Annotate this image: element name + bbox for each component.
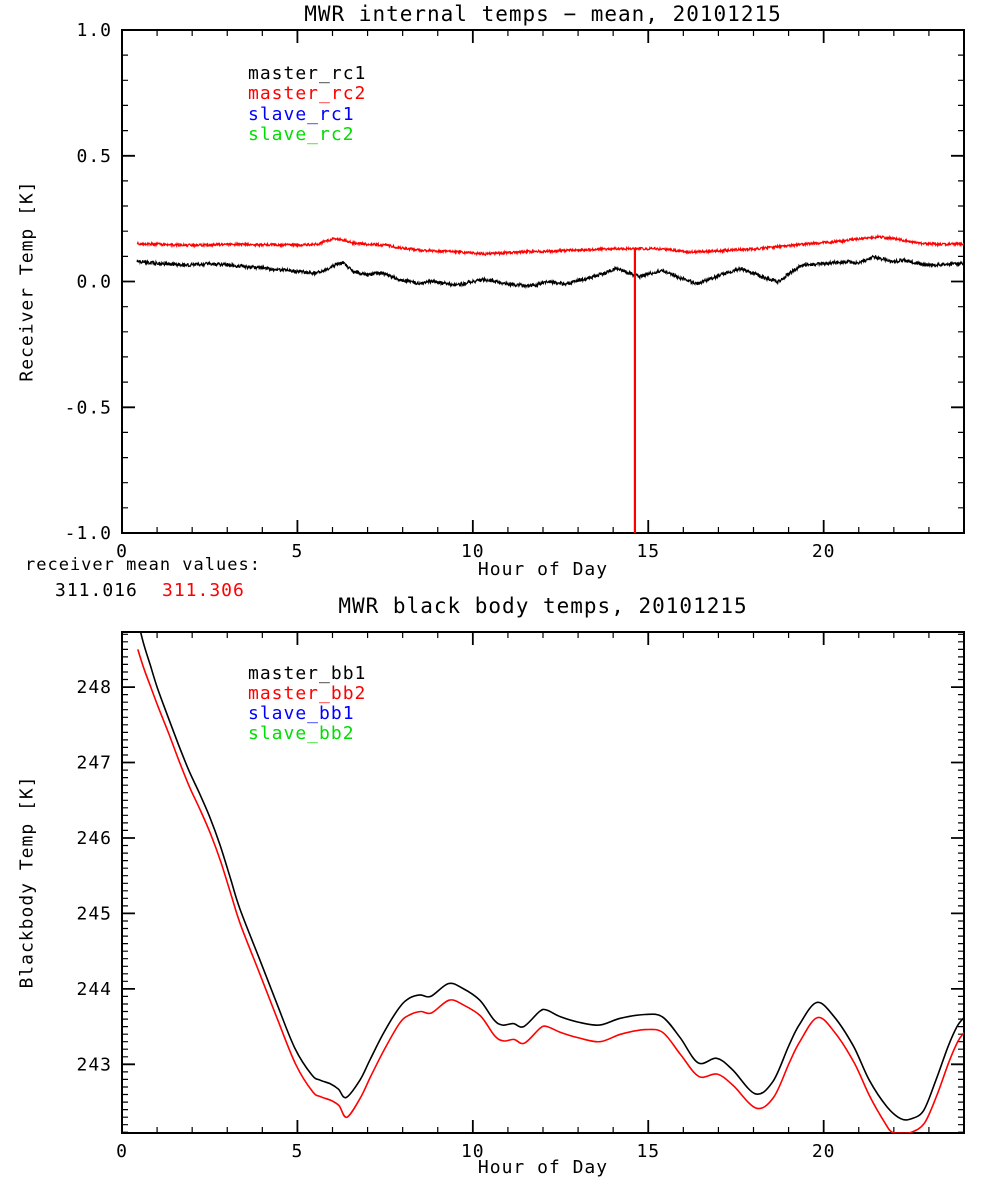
- y-tick-label: 248: [76, 677, 112, 698]
- legend-label-master-bb2: master_bb2: [248, 683, 367, 704]
- chart1-x-axis-label: Hour of Day: [477, 559, 609, 580]
- receiver-mean-value-2: 311.306: [162, 580, 245, 601]
- legend-label-master-rc1: master_rc1: [248, 63, 367, 84]
- chart1-y-axis-label: Receiver Temp [K]: [16, 180, 38, 382]
- minor-ticks: [122, 632, 964, 1133]
- x-tick-label: 15: [636, 541, 660, 562]
- y-tick-label: 0.5: [76, 146, 112, 167]
- series-master_bb1: [139, 632, 964, 1121]
- x-tick-label: 10: [461, 541, 485, 562]
- panel-2: 0 5 10 15 20 243 244 245 246 247 248: [76, 631, 965, 1162]
- x-tick-label: 20: [812, 1141, 836, 1162]
- series-master_rc2: [136, 233, 964, 257]
- chart1-title: MWR internal temps − mean, 20101215: [304, 2, 782, 26]
- legend-label-slave-bb1: slave_bb1: [248, 703, 355, 724]
- y-tick-label: 244: [76, 979, 112, 1000]
- series-layer: [136, 233, 964, 533]
- x-tick-label: 5: [291, 1141, 303, 1162]
- y-tick-label: 246: [76, 828, 112, 849]
- chart2-x-axis-label: Hour of Day: [477, 1157, 609, 1178]
- legend-label-master-bb1: master_bb1: [248, 663, 367, 684]
- receiver-mean-values-label: receiver mean values:: [25, 555, 261, 575]
- major-ticks: [121, 632, 964, 1133]
- chart2-title: MWR black body temps, 20101215: [338, 594, 748, 618]
- x-tick-label: 0: [116, 1141, 128, 1162]
- receiver-mean-value-1: 311.016: [55, 580, 138, 601]
- chart2-y-axis-label: Blackbody Temp [K]: [16, 775, 38, 989]
- x-tick-label: 20: [812, 541, 836, 562]
- series-master_bb2: [137, 649, 964, 1133]
- y-tick-label: 1.0: [76, 20, 112, 41]
- x-tick-label: 5: [291, 541, 303, 562]
- major-ticks: [121, 29, 964, 534]
- y-tick-label: 243: [76, 1054, 112, 1075]
- panel-1: 0 5 10 15 20 1.0 0.5 0.0 -0.5 -1.0: [65, 20, 965, 562]
- x-tick-label: 15: [636, 1141, 660, 1162]
- y-tick-label: 245: [76, 903, 112, 924]
- series-master_rc1: [136, 254, 964, 290]
- legend-label-slave-rc1: slave_rc1: [248, 104, 355, 125]
- minor-ticks: [122, 30, 964, 533]
- y-tick-label: 0.0: [76, 272, 112, 293]
- series-layer: [137, 632, 964, 1133]
- y-tick-label: -1.0: [65, 523, 112, 544]
- legend-label-slave-bb2: slave_bb2: [248, 723, 355, 744]
- legend-label-master-rc2: master_rc2: [248, 83, 367, 104]
- legend-label-slave-rc2: slave_rc2: [248, 124, 355, 145]
- y-tick-label: 247: [76, 753, 112, 774]
- y-tick-label: -0.5: [65, 397, 112, 418]
- x-tick-label: 10: [461, 1141, 485, 1162]
- x-tick-label: 0: [116, 541, 128, 562]
